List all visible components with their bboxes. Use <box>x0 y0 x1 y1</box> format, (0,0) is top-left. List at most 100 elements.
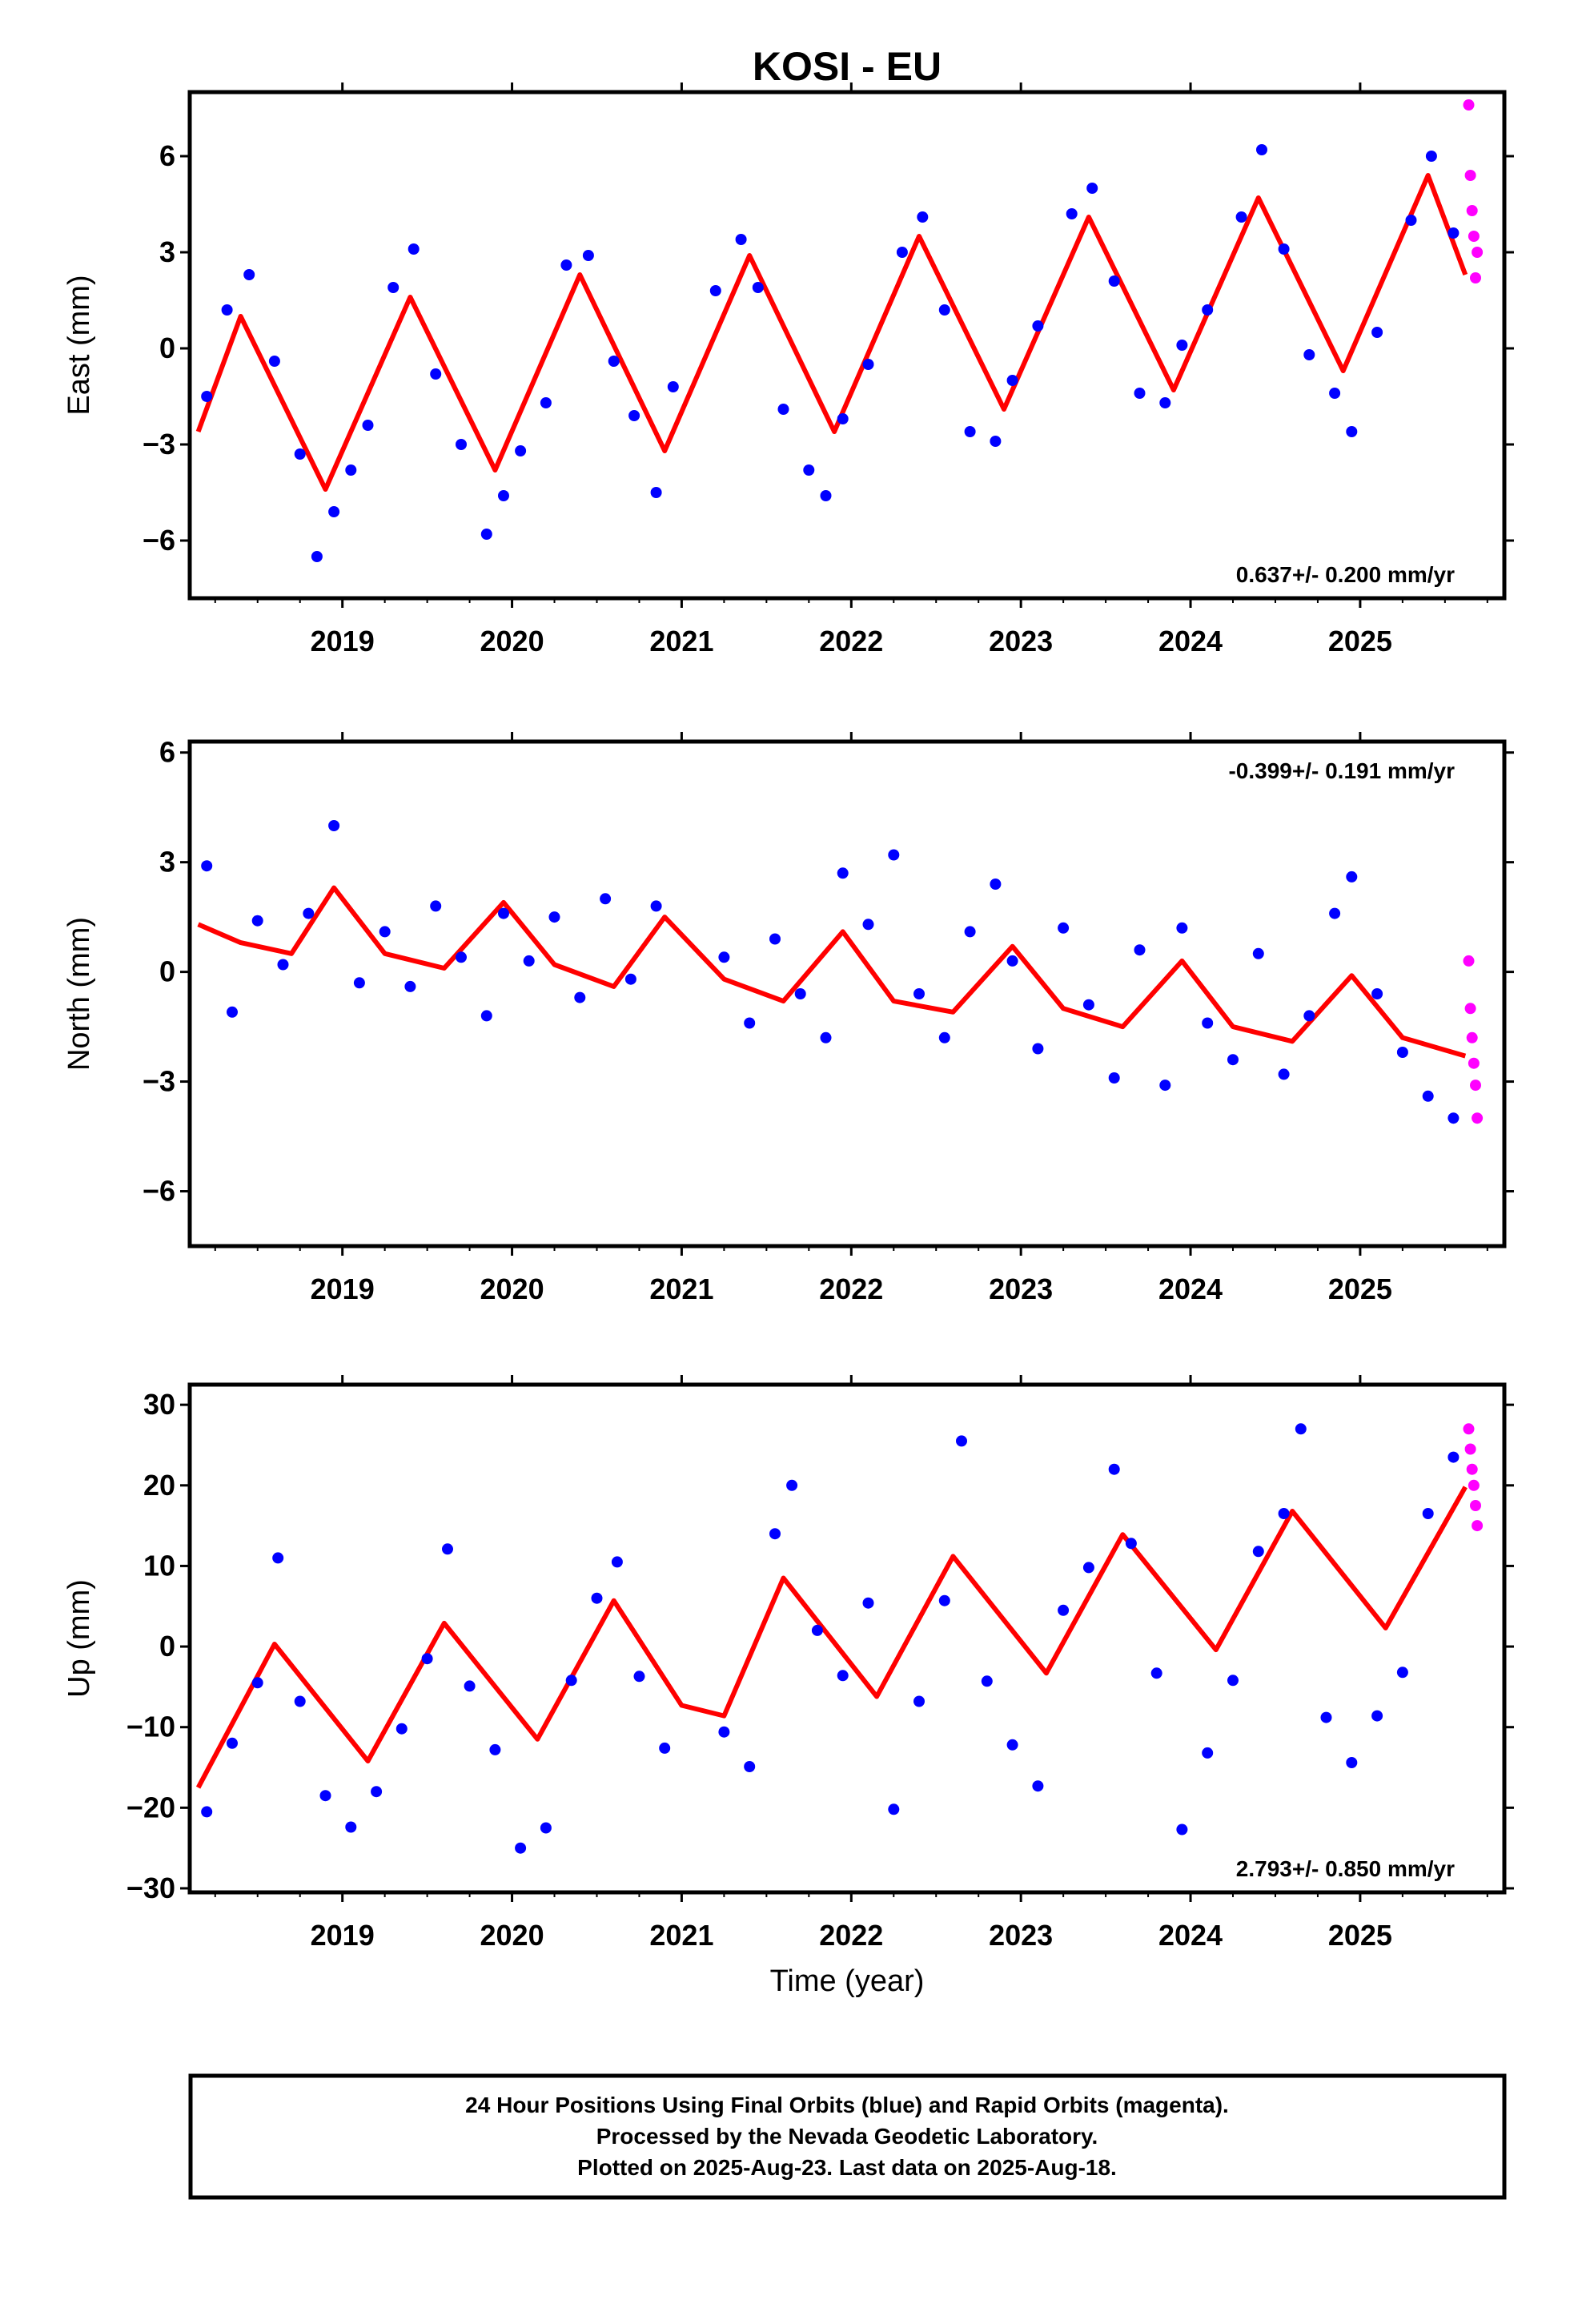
up-final-point <box>371 1786 383 1798</box>
north-final-point <box>303 907 315 919</box>
up-y-tick-label: 30 <box>143 1388 175 1421</box>
north-rapid-point <box>1472 1112 1484 1124</box>
caption-line-2: Processed by the Nevada Geodetic Laborat… <box>596 2124 1098 2149</box>
east-final-point <box>1108 275 1120 287</box>
east-y-axis-label: East (mm) <box>62 275 96 415</box>
east-rapid-point <box>1468 231 1480 242</box>
north-final-point <box>1227 1054 1239 1066</box>
north-final-point <box>1346 870 1358 883</box>
up-final-point <box>611 1556 623 1568</box>
caption-box: 24 Hour Positions Using Final Orbits (bl… <box>188 2073 1507 2200</box>
up-final-point <box>396 1723 408 1735</box>
up-y-tick-label: 10 <box>143 1549 175 1582</box>
north-rapid-point <box>1464 1003 1476 1015</box>
east-final-point <box>990 436 1002 447</box>
north-y-tick-label: 0 <box>159 955 175 988</box>
north-final-point <box>1252 947 1264 959</box>
east-final-point <box>650 487 662 498</box>
north-final-point <box>769 933 781 945</box>
east-final-point <box>243 269 255 280</box>
north-final-point <box>1329 907 1341 919</box>
east-final-point <box>938 304 950 316</box>
up-final-point <box>769 1528 781 1540</box>
east-rate-label: 0.637+/- 0.200 mm/yr <box>1236 562 1455 587</box>
east-final-point <box>1086 183 1098 194</box>
east-rapid-point <box>1472 247 1484 258</box>
up-y-tick-label: −10 <box>126 1711 175 1743</box>
north-plot-frame <box>187 739 1507 1248</box>
up-final-point <box>1278 1508 1290 1519</box>
east-final-point <box>345 464 357 476</box>
up-final-point <box>1082 1562 1094 1574</box>
east-final-point <box>1032 320 1044 332</box>
east-final-point <box>1066 208 1078 219</box>
east-final-point <box>430 368 442 380</box>
north-rapid-point <box>1463 955 1475 967</box>
up-final-point <box>862 1597 874 1609</box>
north-y-tick-label: 6 <box>159 736 175 769</box>
up-final-point <box>718 1726 730 1738</box>
east-final-point <box>515 445 527 456</box>
up-final-point <box>837 1670 849 1682</box>
east-final-point <box>964 426 976 437</box>
east-final-point <box>201 391 213 402</box>
north-rapid-point <box>1468 1057 1480 1069</box>
east-final-point <box>328 506 340 517</box>
up-rapid-point <box>1472 1520 1484 1532</box>
north-final-point <box>523 955 535 967</box>
up-final-point <box>251 1677 263 1689</box>
up-final-point <box>811 1624 823 1636</box>
east-final-point <box>752 282 764 293</box>
north-final-point <box>574 991 586 1003</box>
north-model-line <box>197 885 1467 1059</box>
north-x-tick-label: 2020 <box>480 1273 544 1305</box>
up-rapid-point <box>1468 1479 1480 1491</box>
up-final-point <box>1252 1546 1264 1558</box>
east-final-point <box>735 234 747 245</box>
east-y-tick-label: 0 <box>159 332 175 364</box>
east-y-tick-label: −6 <box>143 524 175 557</box>
up-final-point <box>744 1761 756 1772</box>
north-final-point <box>379 926 391 938</box>
up-final-point <box>981 1675 993 1687</box>
north-final-point <box>328 820 340 831</box>
east-final-point <box>1006 375 1018 386</box>
east-final-point <box>1329 388 1341 399</box>
up-final-point <box>201 1806 213 1818</box>
east-final-point <box>1176 340 1188 351</box>
east-y-tick-label: 3 <box>159 235 175 268</box>
north-final-point <box>548 911 560 923</box>
up-y-axis-label: Up (mm) <box>62 1579 96 1698</box>
up-final-point <box>345 1821 357 1833</box>
north-final-point <box>938 1031 950 1043</box>
east-rapid-point <box>1466 205 1478 216</box>
north-final-point <box>650 900 662 912</box>
up-final-point <box>442 1543 453 1555</box>
north-x-tick-label: 2024 <box>1158 1273 1223 1305</box>
east-final-point <box>408 243 420 255</box>
up-final-point <box>227 1737 238 1749</box>
east-final-point <box>667 381 679 392</box>
north-rate-label: -0.399+/- 0.191 mm/yr <box>1228 758 1455 783</box>
north-final-point <box>1108 1072 1120 1084</box>
up-rapid-point <box>1463 1423 1475 1435</box>
east-final-point <box>1235 211 1247 223</box>
east-final-point <box>294 448 306 460</box>
east-final-point <box>803 464 815 476</box>
north-x-tick-label: 2022 <box>819 1273 883 1305</box>
east-final-point <box>896 247 908 258</box>
east-final-point <box>628 410 640 421</box>
north-final-point <box>837 867 849 879</box>
up-final-point <box>319 1790 331 1802</box>
east-y-tick-label: −3 <box>143 428 175 460</box>
caption-line-3: Plotted on 2025-Aug-23. Last data on 202… <box>577 2155 1117 2180</box>
north-final-point <box>1202 1017 1214 1029</box>
east-final-point <box>362 420 374 431</box>
north-final-point <box>600 893 612 905</box>
north-final-point <box>1058 922 1070 934</box>
up-rapid-point <box>1466 1463 1478 1475</box>
east-rapid-point <box>1470 272 1481 283</box>
north-final-point <box>964 926 976 938</box>
north-final-point <box>251 915 263 927</box>
east-x-tick-label: 2024 <box>1158 625 1223 657</box>
